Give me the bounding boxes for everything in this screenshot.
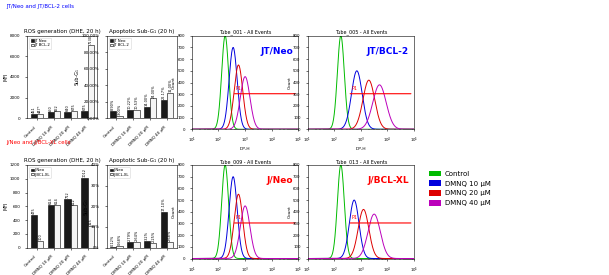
Bar bbox=[161, 212, 167, 248]
Text: P1: P1 bbox=[236, 86, 242, 91]
Title: Tube_005 - All Events: Tube_005 - All Events bbox=[334, 30, 387, 35]
Bar bbox=[161, 100, 167, 118]
Bar bbox=[82, 178, 88, 248]
Bar bbox=[133, 242, 139, 248]
Bar bbox=[71, 205, 77, 248]
Text: JT/Neo and JT/BCL-2 cells: JT/Neo and JT/BCL-2 cells bbox=[6, 4, 74, 9]
Text: 612: 612 bbox=[72, 198, 76, 205]
Bar bbox=[37, 241, 43, 248]
Bar bbox=[88, 45, 94, 118]
Bar bbox=[71, 111, 77, 118]
Bar bbox=[150, 243, 157, 248]
Legend: Control, DMNQ 10 μM, DMNQ 20 μM, DMNQ 40 μM: Control, DMNQ 10 μM, DMNQ 20 μM, DMNQ 40… bbox=[427, 169, 493, 208]
Text: 2.64%: 2.64% bbox=[135, 230, 138, 241]
Y-axis label: MFI: MFI bbox=[4, 73, 9, 81]
Bar bbox=[88, 226, 94, 248]
Bar bbox=[110, 111, 116, 118]
Bar bbox=[150, 98, 157, 118]
Text: 2.68%: 2.68% bbox=[168, 230, 172, 241]
Text: 2.25%: 2.25% bbox=[151, 231, 155, 242]
Text: J/BCL-XL: J/BCL-XL bbox=[367, 176, 409, 185]
Text: 675: 675 bbox=[83, 104, 86, 111]
Bar bbox=[116, 116, 122, 118]
Title: ROS generation (DHE, 20 h): ROS generation (DHE, 20 h) bbox=[24, 29, 101, 34]
Y-axis label: Sub-G₁: Sub-G₁ bbox=[84, 198, 89, 215]
Text: 3.2%: 3.2% bbox=[145, 231, 149, 240]
Text: 0.12%: 0.12% bbox=[111, 235, 115, 246]
Bar bbox=[167, 93, 174, 118]
Text: P1: P1 bbox=[351, 215, 357, 220]
Text: 640: 640 bbox=[66, 104, 69, 111]
Text: 7130: 7130 bbox=[89, 35, 93, 44]
Text: P1: P1 bbox=[236, 215, 242, 220]
Bar bbox=[65, 112, 71, 118]
Text: 3.00%: 3.00% bbox=[118, 104, 121, 115]
Text: JT/Neo: JT/Neo bbox=[260, 47, 293, 56]
Bar bbox=[54, 205, 60, 248]
Text: J/Neo and J/BCL-XL cells: J/Neo and J/BCL-XL cells bbox=[6, 140, 71, 145]
Title: ROS generation (DHE, 20 h): ROS generation (DHE, 20 h) bbox=[24, 158, 101, 163]
Legend: J Neo, J BCL-XL: J Neo, J BCL-XL bbox=[108, 167, 130, 178]
Bar bbox=[54, 111, 60, 118]
Title: Apoptotic Sub-G₁ (20 h): Apoptotic Sub-G₁ (20 h) bbox=[109, 29, 174, 34]
Bar bbox=[127, 242, 133, 248]
Title: Tube_009 - All Events: Tube_009 - All Events bbox=[219, 159, 271, 165]
Y-axis label: MFI: MFI bbox=[4, 202, 9, 210]
Bar bbox=[30, 215, 37, 248]
Text: 17.10%: 17.10% bbox=[162, 198, 166, 211]
Y-axis label: Count: Count bbox=[287, 205, 292, 218]
Y-axis label: Sub-G₁: Sub-G₁ bbox=[75, 68, 80, 86]
Text: J/Neo: J/Neo bbox=[267, 176, 293, 185]
Text: 100: 100 bbox=[38, 233, 42, 240]
Bar bbox=[37, 114, 43, 118]
Y-axis label: Count: Count bbox=[172, 205, 176, 218]
Text: 451: 451 bbox=[32, 106, 36, 113]
Text: 22.17%: 22.17% bbox=[162, 86, 166, 99]
Bar bbox=[48, 205, 54, 248]
Text: 315: 315 bbox=[89, 218, 93, 225]
Title: Apoptotic Sub-G₁ (20 h): Apoptotic Sub-G₁ (20 h) bbox=[109, 158, 174, 163]
Legend: JT Neo, JT BCL-2: JT Neo, JT BCL-2 bbox=[29, 38, 51, 49]
Text: JT/BCL-2: JT/BCL-2 bbox=[367, 47, 409, 56]
Bar bbox=[82, 111, 88, 118]
Title: Tube_013 - All Events: Tube_013 - All Events bbox=[334, 159, 387, 165]
Bar bbox=[48, 112, 54, 118]
Bar bbox=[167, 242, 174, 248]
Bar bbox=[30, 114, 37, 118]
Text: 712: 712 bbox=[66, 191, 69, 198]
Bar bbox=[116, 246, 122, 248]
Text: 0.68%: 0.68% bbox=[118, 234, 121, 245]
Text: 8.90%: 8.90% bbox=[111, 99, 115, 110]
Text: 447*: 447* bbox=[38, 104, 42, 113]
Text: P1: P1 bbox=[351, 86, 357, 91]
Y-axis label: Count: Count bbox=[287, 76, 292, 89]
Text: 14.00%: 14.00% bbox=[145, 92, 149, 106]
Text: 10.53%: 10.53% bbox=[135, 95, 138, 109]
Legend: JT Neo, JT BCL-2: JT Neo, JT BCL-2 bbox=[108, 38, 130, 49]
Bar bbox=[144, 241, 150, 248]
Bar bbox=[127, 110, 133, 118]
Text: 475: 475 bbox=[32, 207, 36, 214]
Text: 675: 675 bbox=[72, 104, 76, 111]
Bar bbox=[133, 109, 139, 118]
Text: 10.22%: 10.22% bbox=[128, 95, 132, 109]
Text: 1012: 1012 bbox=[83, 168, 86, 177]
X-axis label: DP-H: DP-H bbox=[240, 147, 250, 151]
Legend: J Neo, J BCL-XL: J Neo, J BCL-XL bbox=[29, 167, 51, 178]
X-axis label: DP-H: DP-H bbox=[356, 147, 366, 151]
Text: 662: 662 bbox=[55, 104, 59, 111]
Title: Tube_001 - All Events: Tube_001 - All Events bbox=[219, 30, 272, 35]
Text: 614: 614 bbox=[55, 198, 59, 205]
Text: 31.00%: 31.00% bbox=[168, 78, 172, 92]
Bar bbox=[65, 199, 71, 248]
Text: 614: 614 bbox=[49, 198, 53, 205]
Bar bbox=[144, 107, 150, 118]
Y-axis label: Count: Count bbox=[172, 76, 176, 89]
Text: 2.79%: 2.79% bbox=[128, 230, 132, 241]
Text: 24.00%: 24.00% bbox=[151, 84, 155, 98]
Text: 560: 560 bbox=[49, 105, 53, 112]
